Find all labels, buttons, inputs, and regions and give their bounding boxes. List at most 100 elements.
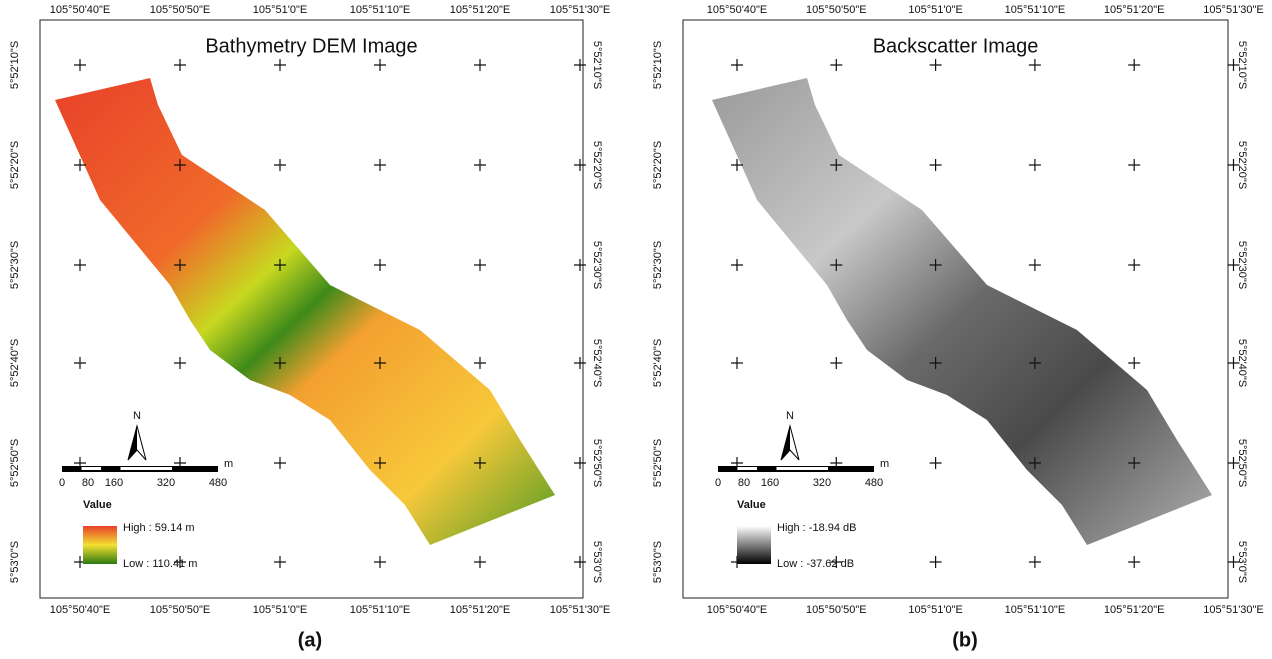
grid-cross <box>74 357 86 369</box>
grid-cross <box>1227 556 1240 568</box>
latitude-label: 5°52'30"S <box>652 241 664 289</box>
longitude-label: 105°51'10"E <box>350 604 411 616</box>
latitude-label: 5°52'40"S <box>1236 339 1248 387</box>
grid-cross <box>274 59 286 71</box>
grid-cross <box>274 357 286 369</box>
latitude-label: 5°52'50"S <box>652 439 664 487</box>
grid-cross <box>731 159 743 171</box>
legend-high: High : -18.94 dB <box>777 522 857 534</box>
grid-cross <box>574 59 586 71</box>
longitude-label: 105°50'50"E <box>150 604 211 616</box>
grid-cross <box>1028 357 1041 369</box>
longitude-label: 105°51'20"E <box>1104 604 1165 616</box>
grid-cross <box>830 357 843 369</box>
longitude-label: 105°51'30"E <box>550 4 611 16</box>
grid-cross <box>474 457 486 469</box>
grid-cross <box>474 556 486 568</box>
grid-cross <box>830 59 843 71</box>
grid-cross <box>574 457 586 469</box>
grid-cross <box>1028 59 1041 71</box>
grid-cross <box>574 357 586 369</box>
grid-cross <box>830 159 843 171</box>
grid-cross <box>1128 59 1141 71</box>
scale-bar-segment <box>776 467 828 470</box>
longitude-label: 105°51'0"E <box>253 604 307 616</box>
scale-bar-segment <box>81 467 101 470</box>
grid-cross <box>174 159 186 171</box>
longitude-label: 105°51'10"E <box>1005 4 1066 16</box>
legend-ramp <box>737 526 771 564</box>
grid-cross <box>374 556 386 568</box>
grid-cross <box>929 357 942 369</box>
grid-cross <box>1227 59 1240 71</box>
longitude-label: 105°51'20"E <box>450 4 511 16</box>
legend-title: Value <box>83 499 112 511</box>
latitude-label: 5°52'10"S <box>1236 41 1248 89</box>
grid-cross <box>474 357 486 369</box>
grid-cross <box>929 556 942 568</box>
legend-ramp <box>83 526 117 564</box>
grid-cross <box>929 59 942 71</box>
grid-cross <box>74 59 86 71</box>
grid-cross <box>1227 259 1240 271</box>
grid-cross <box>1128 457 1141 469</box>
scale-bar-segment <box>737 467 757 470</box>
grid-cross <box>1128 259 1141 271</box>
latitude-label: 5°52'50"S <box>1236 439 1248 487</box>
grid-cross <box>731 357 743 369</box>
grid-cross <box>74 159 86 171</box>
grid-cross <box>830 556 843 568</box>
longitude-label: 105°51'10"E <box>1005 604 1066 616</box>
latitude-label: 5°52'20"S <box>9 141 21 189</box>
north-label: N <box>133 410 141 422</box>
latitude-label: 5°53'0"S <box>652 541 664 583</box>
north-arrow-half <box>128 426 137 460</box>
latitude-label: 5°52'50"S <box>9 439 21 487</box>
latitude-label: 5°52'40"S <box>591 339 603 387</box>
legend-title: Value <box>737 499 766 511</box>
grid-cross <box>374 357 386 369</box>
scale-bar-segment <box>120 467 172 470</box>
grid-cross <box>1128 556 1141 568</box>
grid-cross <box>929 457 942 469</box>
grid-cross <box>574 259 586 271</box>
latitude-label: 5°52'30"S <box>1236 241 1248 289</box>
grid-cross <box>1028 259 1041 271</box>
latitude-label: 5°52'20"S <box>1236 141 1248 189</box>
longitude-label: 105°50'40"E <box>50 604 111 616</box>
grid-cross <box>174 357 186 369</box>
longitude-label: 105°51'0"E <box>908 604 962 616</box>
latitude-label: 5°53'0"S <box>1236 541 1248 583</box>
latitude-label: 5°52'10"S <box>652 41 664 89</box>
scale-label: 320 <box>813 477 831 489</box>
legend-high: High : 59.14 m <box>123 522 195 534</box>
scale-label: 320 <box>157 477 175 489</box>
panel-caption: (a) <box>298 629 322 651</box>
longitude-label: 105°51'0"E <box>908 4 962 16</box>
longitude-label: 105°50'40"E <box>50 4 111 16</box>
grid-cross <box>1128 159 1141 171</box>
map-title: Bathymetry DEM Image <box>205 35 417 57</box>
latitude-label: 5°52'50"S <box>591 439 603 487</box>
grid-cross <box>1227 159 1240 171</box>
longitude-label: 105°51'30"E <box>1203 4 1264 16</box>
legend-low: Low : -37.62 dB <box>777 558 854 570</box>
latitude-label: 5°52'10"S <box>591 41 603 89</box>
grid-cross <box>731 59 743 71</box>
scale-unit: m <box>880 458 889 470</box>
longitude-label: 105°51'30"E <box>550 604 611 616</box>
latitude-label: 5°52'40"S <box>9 339 21 387</box>
grid-cross <box>830 259 843 271</box>
latitude-label: 5°52'30"S <box>9 241 21 289</box>
grid-cross <box>174 59 186 71</box>
grid-cross <box>274 259 286 271</box>
latitude-label: 5°52'20"S <box>652 141 664 189</box>
grid-cross <box>174 556 186 568</box>
longitude-label: 105°50'40"E <box>707 4 768 16</box>
grid-cross <box>474 159 486 171</box>
survey-swath <box>55 78 555 545</box>
grid-cross <box>474 259 486 271</box>
scale-label: 0 <box>715 477 721 489</box>
scale-label: 0 <box>59 477 65 489</box>
